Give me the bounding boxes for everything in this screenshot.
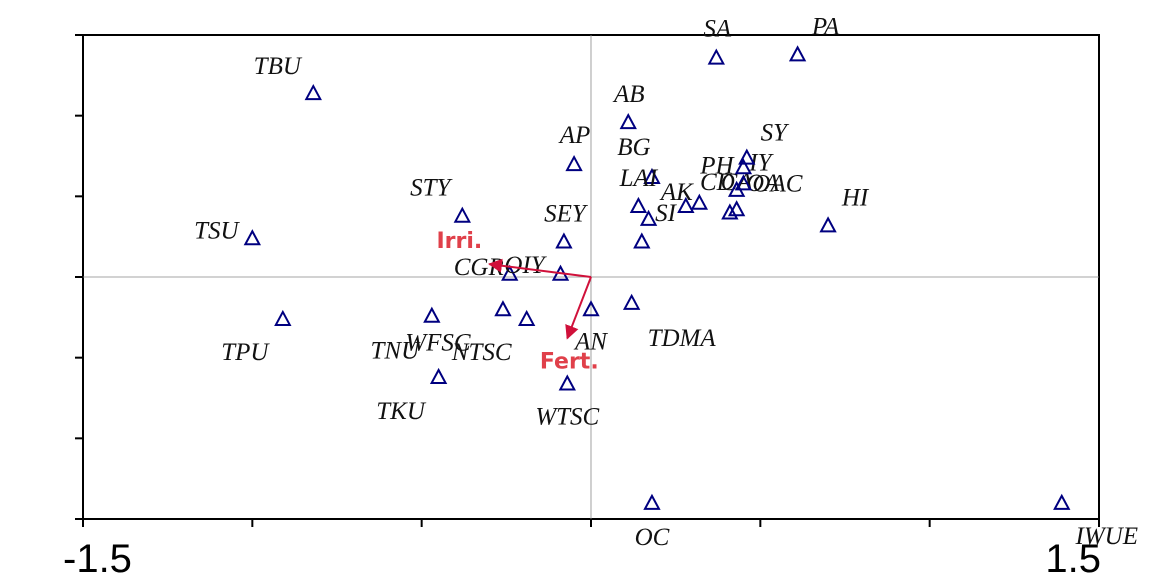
point-label: PH [699, 152, 735, 179]
marker [1053, 493, 1071, 510]
marker [304, 83, 322, 101]
point-label: AB [612, 81, 645, 108]
point-label: AP [558, 122, 591, 149]
point-label: NTSC [451, 339, 512, 366]
marker [453, 206, 471, 223]
point-label: OA [746, 170, 780, 197]
marker [582, 300, 600, 317]
x-tick-label: 1.5 [1045, 537, 1101, 580]
marker [819, 216, 837, 233]
marker [643, 493, 661, 510]
point-label: TPU [221, 339, 270, 366]
point-label: STY [410, 175, 453, 202]
point-label: CD [700, 169, 735, 196]
marker [633, 232, 651, 249]
marker [243, 229, 262, 246]
marker [494, 300, 512, 317]
arrow-label: Fert. [540, 349, 599, 374]
marker [565, 154, 583, 172]
marker [721, 203, 739, 220]
marker [558, 374, 576, 391]
point-label: BG [617, 134, 650, 161]
arrow-label: Irri. [437, 229, 483, 254]
marker [429, 367, 448, 385]
marker [629, 196, 648, 214]
arrow [565, 276, 592, 340]
arrow [488, 258, 592, 278]
marker [707, 48, 725, 65]
point-label: OAC [752, 170, 802, 197]
point-label: IWUE [1075, 523, 1138, 550]
marker [643, 167, 661, 184]
point-label: CGR [454, 254, 504, 281]
marker [639, 209, 658, 226]
point-label: WTSC [535, 403, 599, 430]
marker [423, 306, 441, 323]
point-label: SA [703, 16, 732, 43]
marker [734, 158, 753, 175]
point-label: TBU [254, 53, 303, 80]
point-label: OIY [504, 252, 547, 279]
point-label: HI [841, 184, 870, 211]
marker [788, 45, 807, 62]
point-label: TKU [376, 398, 427, 425]
point-label: SI [655, 200, 678, 227]
marker [517, 309, 536, 326]
marker [619, 113, 637, 130]
marker [622, 293, 641, 310]
point-label: LAI [619, 165, 659, 192]
point-label: OC [635, 524, 670, 551]
marker [738, 148, 756, 165]
point-label: SY [761, 120, 791, 147]
point-label: TDMA [648, 325, 717, 352]
marker [690, 193, 709, 210]
x-tick-label: -1.5 [63, 537, 132, 580]
marker [274, 309, 292, 326]
point-label: SEY [544, 201, 589, 228]
marker [501, 264, 519, 281]
marker [677, 196, 695, 214]
point-label: TSU [194, 217, 240, 244]
point-label: AN [573, 328, 608, 355]
point-label: PA [811, 13, 840, 40]
point-label: TNU [371, 338, 422, 365]
marker [555, 232, 573, 249]
point-label: AK [659, 179, 694, 206]
point-label: WFSC [405, 329, 471, 356]
marker [727, 200, 746, 217]
marker [734, 174, 753, 191]
